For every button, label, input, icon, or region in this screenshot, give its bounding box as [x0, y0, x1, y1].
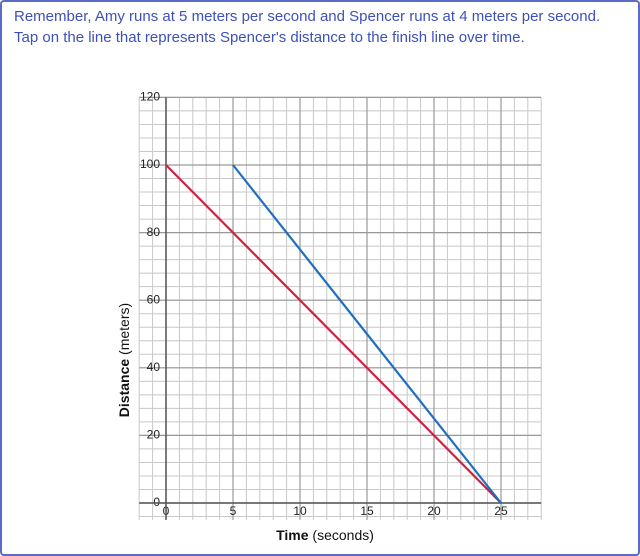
y-axis-title: Distance (meters) [116, 303, 132, 417]
plot: 0510152025020406080100120 [138, 90, 542, 520]
x-tick-label: 5 [230, 504, 237, 518]
x-tick-label: 20 [427, 504, 441, 518]
x-tick-label: 15 [360, 504, 374, 518]
x-tick-label: 10 [293, 504, 307, 518]
y-tick-label: 100 [140, 157, 160, 171]
line-choice[interactable] [165, 164, 502, 504]
line-choice[interactable] [232, 164, 502, 504]
x-tick-label: 25 [494, 504, 508, 518]
y-tick-label: 20 [147, 428, 161, 442]
y-tick-label: 120 [140, 90, 160, 104]
x-axis-title: Time (seconds) [276, 527, 374, 543]
y-tick-label: 40 [147, 360, 161, 374]
x-title-rest: (seconds) [312, 527, 373, 543]
prompt: Remember, Amy runs at 5 meters per secon… [14, 8, 601, 46]
y-title-rest: (meters) [116, 303, 132, 355]
x-title-bold: Time [276, 527, 309, 543]
y-tick-label: 60 [147, 292, 161, 306]
y-tick-label: 0 [153, 495, 160, 509]
y-tick-label: 80 [147, 225, 161, 239]
y-title-bold: Distance [116, 359, 132, 418]
